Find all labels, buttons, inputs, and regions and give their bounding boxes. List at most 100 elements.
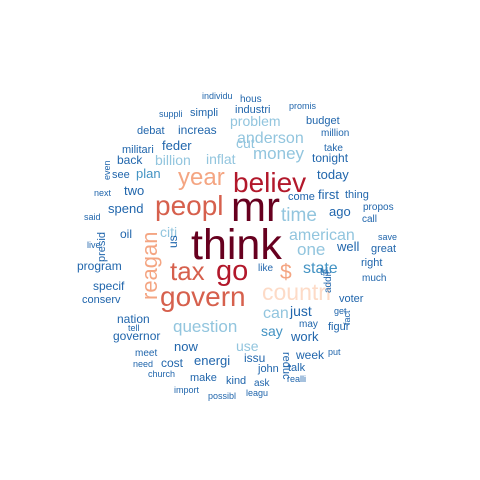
word-use: use — [236, 338, 259, 354]
word-put: realli — [287, 374, 306, 384]
word-industri: industri — [235, 104, 270, 116]
word-just: just — [289, 303, 312, 319]
word-reduc: reduc — [280, 352, 292, 380]
word-cost: week — [295, 348, 325, 362]
word-need: tell — [128, 323, 140, 333]
word-go: go — [216, 255, 248, 287]
word-take: take — [324, 143, 343, 154]
word-make: make — [190, 372, 217, 384]
word-even: suppli — [159, 109, 183, 119]
word-right: right — [361, 257, 382, 269]
word-call: call — [362, 214, 377, 225]
word-specif: specif — [93, 279, 125, 293]
word-two: two — [124, 183, 144, 198]
word-spend: spend — [108, 201, 143, 216]
word-governor: governor — [113, 329, 160, 343]
word-work: work — [290, 329, 319, 344]
word-fact: put — [328, 347, 341, 357]
word-tell: live — [87, 240, 101, 250]
word-back: back — [117, 153, 143, 167]
word-feder: feder — [162, 138, 192, 153]
word-dollar: $ — [280, 261, 292, 284]
word-come: come — [288, 191, 315, 203]
word-us: us — [166, 235, 180, 248]
word-women: fact — [342, 310, 352, 325]
word-american: american — [289, 227, 355, 244]
word-well: well — [336, 239, 360, 254]
word-said: next — [94, 188, 112, 198]
word-realli: leagu — [246, 388, 268, 398]
word-million: million — [321, 128, 349, 139]
word-can: can — [263, 305, 289, 322]
word-much: much — [362, 273, 386, 284]
word-year: year — [178, 164, 225, 191]
word-problem: problem — [230, 113, 281, 129]
word-john: john — [257, 363, 279, 375]
word-great: great — [371, 243, 396, 255]
word-meet: need — [133, 359, 153, 369]
word-govern: govern — [160, 281, 246, 312]
word-plan: plan — [136, 166, 161, 181]
word-kind: kind — [226, 375, 246, 387]
word-state: state — [303, 260, 338, 277]
word-ask: ask — [254, 378, 271, 389]
word-billion: billion — [155, 152, 191, 168]
word-live: said — [84, 212, 101, 222]
word-say: say — [261, 323, 283, 339]
word-voter: voter — [339, 293, 364, 305]
word-now: now — [174, 339, 198, 354]
word-ago: ago — [329, 204, 351, 219]
word-issu: issu — [244, 351, 265, 365]
word-tonight: tonight — [312, 151, 349, 165]
word-question: question — [173, 317, 237, 336]
word-tax: tax — [170, 256, 205, 286]
word-cut: cut — [236, 135, 255, 151]
word-propos: propos — [363, 202, 394, 213]
word-tri: tri — [320, 267, 328, 278]
word-like: like — [258, 263, 273, 274]
word-get: get — [334, 306, 347, 316]
word-inflat: inflat — [206, 151, 236, 167]
word-next: even — [102, 160, 112, 180]
word-militari: militari — [122, 144, 154, 156]
word-individu: hous — [240, 94, 262, 105]
word-week: cost — [161, 356, 184, 370]
word-today: today — [317, 167, 349, 182]
word-mr: mr — [231, 183, 280, 230]
word-time: time — [281, 205, 317, 226]
word-increas: increas — [178, 123, 217, 137]
word-figur: figur — [328, 321, 350, 333]
word-hous: promis — [289, 101, 317, 111]
word-think: think — [191, 221, 282, 269]
word-possibl: import — [174, 385, 200, 395]
word-oil: oil — [120, 227, 132, 241]
word-thing: thing — [345, 189, 369, 201]
word-import: church — [148, 369, 175, 379]
word-may: may — [299, 319, 318, 330]
word-addit: addit — [323, 271, 334, 293]
word-one: one — [297, 240, 325, 259]
word-nation: nation — [117, 312, 150, 326]
word-debat: debat — [137, 125, 165, 137]
word-peopl: peopl — [155, 190, 224, 221]
word-suppli: individu — [202, 91, 233, 101]
word-citi: citi — [160, 224, 177, 240]
word-energi: energi — [194, 353, 230, 368]
word-see: see — [112, 169, 130, 181]
word-reagan: reagan — [137, 231, 162, 300]
word-conserv: conserv — [82, 294, 121, 306]
word-save: save — [378, 232, 397, 242]
word-program: program — [77, 259, 122, 273]
word-anderson: anderson — [237, 130, 304, 147]
word-church: meet — [135, 348, 157, 359]
word-money: money — [253, 144, 305, 163]
word-budget: budget — [306, 115, 340, 127]
word-believ: believ — [233, 167, 306, 198]
word-leagu: possibl — [208, 391, 236, 401]
word-first: first — [318, 187, 339, 202]
word-presid: presid — [96, 232, 108, 262]
word-talk: talk — [288, 362, 306, 374]
word-simpli: simpli — [190, 107, 218, 119]
